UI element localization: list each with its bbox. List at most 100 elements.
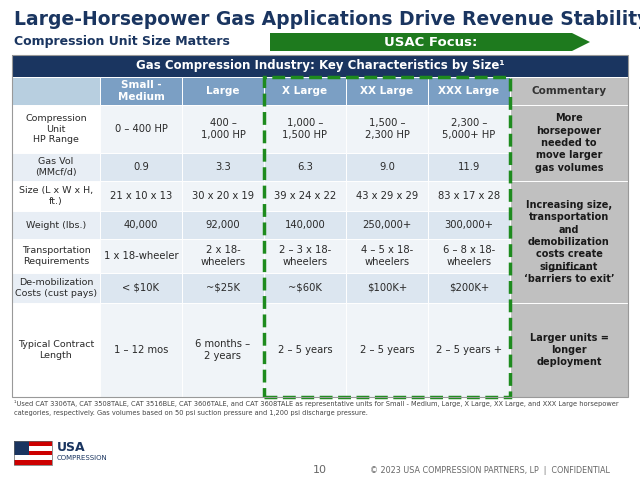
Text: XX Large: XX Large: [360, 86, 413, 96]
Text: 140,000: 140,000: [285, 220, 325, 230]
Bar: [12, 303, 100, 397]
Bar: [100, 239, 182, 273]
Bar: [428, 273, 510, 303]
Text: Large: Large: [206, 86, 240, 96]
Text: USA: USA: [57, 441, 86, 454]
Bar: [428, 105, 510, 153]
Bar: [14, 455, 52, 460]
Text: ~$25K: ~$25K: [206, 283, 240, 293]
Text: 30 x 20 x 19: 30 x 20 x 19: [192, 191, 254, 201]
Text: USAC Focus:: USAC Focus:: [384, 36, 477, 49]
Text: 2 – 5 years: 2 – 5 years: [360, 345, 414, 355]
Text: Large-Horsepower Gas Applications Drive Revenue Stability: Large-Horsepower Gas Applications Drive …: [14, 10, 640, 29]
Bar: [428, 303, 510, 397]
Bar: [346, 211, 428, 239]
Text: 250,000+: 250,000+: [362, 220, 412, 230]
Text: © 2023 USA COMPRESSION PARTNERS, LP  |  CONFIDENTIAL: © 2023 USA COMPRESSION PARTNERS, LP | CO…: [370, 466, 610, 475]
Bar: [510, 303, 628, 397]
Bar: [264, 153, 346, 181]
Bar: [14, 441, 29, 455]
Text: ¹Used CAT 3306TA, CAT 3508TALE, CAT 3516BLE, CAT 3606TALE, and CAT 3608TALE as r: ¹Used CAT 3306TA, CAT 3508TALE, CAT 3516…: [14, 400, 619, 415]
Bar: [346, 181, 428, 211]
Bar: [12, 77, 100, 105]
Text: 6 months –
2 years: 6 months – 2 years: [195, 339, 251, 361]
Text: 9.0: 9.0: [379, 162, 395, 172]
Text: Small -
Medium: Small - Medium: [118, 80, 164, 102]
Text: Increasing size,
transportation
and
demobilization
costs create
significant
‘bar: Increasing size, transportation and demo…: [524, 200, 614, 284]
Text: 43 x 29 x 29: 43 x 29 x 29: [356, 191, 418, 201]
Bar: [346, 273, 428, 303]
Bar: [346, 239, 428, 273]
Text: XXX Large: XXX Large: [438, 86, 500, 96]
Text: 83 x 17 x 28: 83 x 17 x 28: [438, 191, 500, 201]
Text: Size (L x W x H,
ft.): Size (L x W x H, ft.): [19, 186, 93, 206]
Bar: [12, 153, 100, 181]
Text: 2 – 5 years: 2 – 5 years: [278, 345, 332, 355]
Text: $200K+: $200K+: [449, 283, 489, 293]
Text: 6.3: 6.3: [297, 162, 313, 172]
Bar: [100, 303, 182, 397]
Bar: [264, 273, 346, 303]
Text: 1 x 18-wheeler: 1 x 18-wheeler: [104, 251, 179, 261]
Text: 0.9: 0.9: [133, 162, 149, 172]
Bar: [12, 55, 628, 77]
Text: COMPRESSION: COMPRESSION: [57, 455, 108, 461]
Bar: [264, 303, 346, 397]
Bar: [100, 153, 182, 181]
Bar: [264, 211, 346, 239]
Bar: [428, 211, 510, 239]
Bar: [12, 239, 100, 273]
Bar: [264, 77, 346, 105]
Text: Gas Vol
(MMcf/d): Gas Vol (MMcf/d): [35, 157, 77, 177]
Text: ~$60K: ~$60K: [288, 283, 322, 293]
Bar: [182, 181, 264, 211]
Text: Compression Unit Size Matters: Compression Unit Size Matters: [14, 35, 230, 48]
Bar: [428, 239, 510, 273]
Text: Compression
Unit
HP Range: Compression Unit HP Range: [25, 114, 87, 144]
Text: Gas Compression Industry: Key Characteristics by Size¹: Gas Compression Industry: Key Characteri…: [136, 59, 504, 72]
Bar: [510, 105, 628, 181]
Bar: [100, 211, 182, 239]
Bar: [510, 181, 628, 303]
Bar: [12, 181, 100, 211]
Text: X Large: X Large: [282, 86, 328, 96]
Bar: [346, 77, 428, 105]
Text: 0 – 400 HP: 0 – 400 HP: [115, 124, 168, 134]
Bar: [264, 105, 346, 153]
Bar: [12, 273, 100, 303]
Bar: [346, 153, 428, 181]
Text: Typical Contract
Length: Typical Contract Length: [18, 340, 94, 360]
Bar: [428, 77, 510, 105]
Bar: [100, 181, 182, 211]
Text: 1,000 –
1,500 HP: 1,000 – 1,500 HP: [282, 118, 328, 140]
Text: 2,300 –
5,000+ HP: 2,300 – 5,000+ HP: [442, 118, 495, 140]
Text: < $10K: < $10K: [122, 283, 159, 293]
Text: 2 x 18-
wheelers: 2 x 18- wheelers: [200, 245, 246, 267]
Text: Weight (lbs.): Weight (lbs.): [26, 220, 86, 230]
Bar: [12, 105, 100, 153]
Bar: [346, 303, 428, 397]
Bar: [182, 153, 264, 181]
Text: 11.9: 11.9: [458, 162, 480, 172]
Bar: [264, 181, 346, 211]
Text: 40,000: 40,000: [124, 220, 158, 230]
Bar: [264, 77, 510, 397]
Text: De-mobilization
Costs (cust pays): De-mobilization Costs (cust pays): [15, 278, 97, 298]
Bar: [182, 303, 264, 397]
Bar: [346, 105, 428, 153]
Text: More
horsepower
needed to
move larger
gas volumes: More horsepower needed to move larger ga…: [535, 113, 604, 173]
Text: 400 –
1,000 HP: 400 – 1,000 HP: [200, 118, 245, 140]
Bar: [428, 153, 510, 181]
Bar: [182, 273, 264, 303]
Text: 10: 10: [313, 465, 327, 475]
Bar: [100, 105, 182, 153]
Text: Transportation
Requirements: Transportation Requirements: [22, 246, 90, 266]
Text: 39 x 24 x 22: 39 x 24 x 22: [274, 191, 336, 201]
Text: 6 – 8 x 18-
wheelers: 6 – 8 x 18- wheelers: [443, 245, 495, 267]
Bar: [264, 239, 346, 273]
Bar: [510, 77, 628, 105]
Bar: [12, 211, 100, 239]
Text: 3.3: 3.3: [215, 162, 231, 172]
Bar: [182, 77, 264, 105]
Text: Commentary: Commentary: [531, 86, 607, 96]
